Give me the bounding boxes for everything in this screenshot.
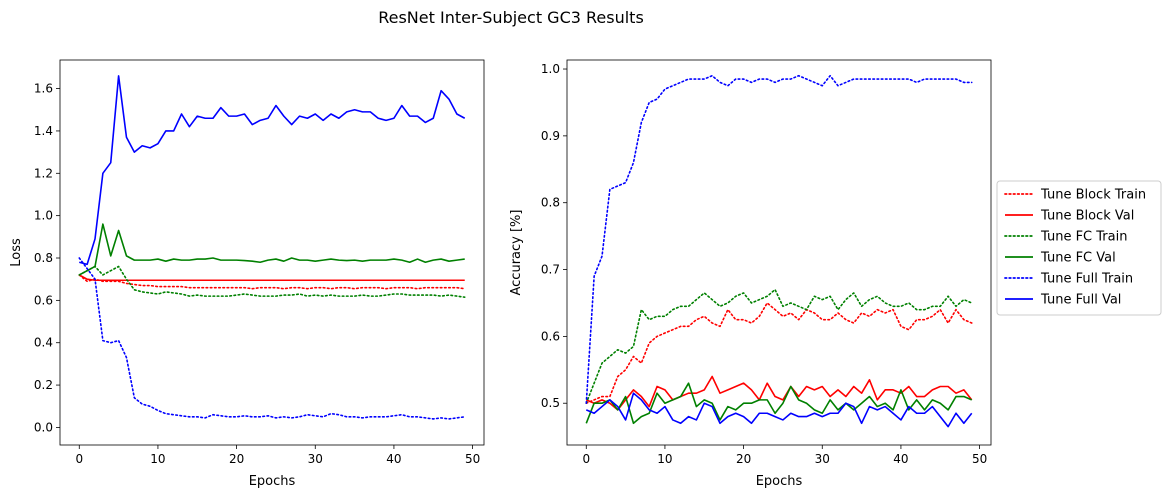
loss-x-tick-label: 50 xyxy=(465,452,480,466)
loss-x-axis-label: Epochs xyxy=(249,474,296,489)
loss-series-tune-block-val xyxy=(78,274,465,282)
loss-x-tick-label: 40 xyxy=(386,452,401,466)
acc-x-tick-label: 20 xyxy=(736,452,751,466)
loss-series-group xyxy=(78,75,466,420)
loss-plot: 0 10 20 30 40 50 0.0 0.2 0.4 0.6 0.8 1.0 1.2 1.4 1.6 Ep… xyxy=(9,59,485,489)
acc-y-tick-label: 0.9 xyxy=(541,129,560,143)
loss-series-tune-block-train xyxy=(78,274,466,290)
loss-series-tune-full-train xyxy=(78,257,466,420)
acc-x-tick-label: 0 xyxy=(582,452,590,466)
loss-y-axis-label: Loss xyxy=(9,238,24,267)
accuracy-plot: 0 10 20 30 40 50 0.5 0.6 0.7 0.8 0.9 1.0 Epochs Accur… xyxy=(509,59,992,489)
acc-x-tick-label: 10 xyxy=(657,452,672,466)
acc-x-axis-label: Epochs xyxy=(756,474,803,489)
acc-series-tune-block-train xyxy=(585,302,973,405)
acc-x-tick-label: 30 xyxy=(815,452,830,466)
loss-series-tune-fc-train xyxy=(78,265,466,298)
acc-series-group xyxy=(585,74,973,428)
acc-series-tune-block-val xyxy=(585,375,973,411)
legend-label-tune-block-train: Tune Block Train xyxy=(1040,188,1146,203)
loss-y-tick-label: 1.0 xyxy=(34,209,53,223)
loss-y-tick-label: 1.6 xyxy=(34,82,53,96)
loss-y-tick-label: 0.2 xyxy=(34,378,53,392)
acc-axes-frame xyxy=(566,59,992,446)
loss-axes-frame xyxy=(59,59,485,446)
loss-x-tick-label: 0 xyxy=(75,452,83,466)
loss-series-tune-fc-val xyxy=(78,223,465,276)
loss-x-tick-label: 20 xyxy=(229,452,244,466)
legend-label-tune-full-train: Tune Full Train xyxy=(1040,272,1133,287)
loss-y-tick-label: 1.2 xyxy=(34,166,53,180)
legend: Tune Block Train Tune Block Val Tune FC Tr… xyxy=(996,180,1162,316)
acc-y-tick-label: 0.6 xyxy=(541,329,560,343)
acc-y-tick-label: 0.8 xyxy=(541,196,560,210)
loss-y-tick-label: 1.4 xyxy=(34,124,53,138)
loss-y-tick-label: 0.0 xyxy=(34,420,53,434)
acc-series-tune-fc-train xyxy=(585,288,973,405)
acc-series-tune-full-train xyxy=(585,74,973,405)
acc-y-tick-label: 0.5 xyxy=(541,396,560,410)
legend-frame xyxy=(996,180,1162,316)
legend-label-tune-fc-train: Tune FC Train xyxy=(1040,230,1127,245)
acc-y-tick-label: 0.7 xyxy=(541,263,560,277)
acc-x-tick-label: 40 xyxy=(893,452,908,466)
legend-label-tune-block-val: Tune Block Val xyxy=(1040,209,1134,224)
loss-x-tick-label: 10 xyxy=(150,452,165,466)
figure-title: ResNet Inter-Subject GC3 Results xyxy=(378,8,644,27)
acc-y-tick-label: 1.0 xyxy=(541,62,560,76)
loss-x-tick-label: 30 xyxy=(308,452,323,466)
loss-y-tick-label: 0.4 xyxy=(34,336,53,350)
loss-series-tune-full-val xyxy=(79,75,466,266)
legend-label-tune-full-val: Tune Full Val xyxy=(1040,293,1121,308)
acc-x-tick-label: 50 xyxy=(972,452,987,466)
loss-y-tick-label: 0.6 xyxy=(34,293,53,307)
acc-y-axis-label: Accuracy [%] xyxy=(509,210,524,296)
loss-y-tick-label: 0.8 xyxy=(34,251,53,265)
acc-series-tune-full-val xyxy=(585,392,973,428)
legend-label-tune-fc-val: Tune FC Val xyxy=(1040,251,1116,266)
